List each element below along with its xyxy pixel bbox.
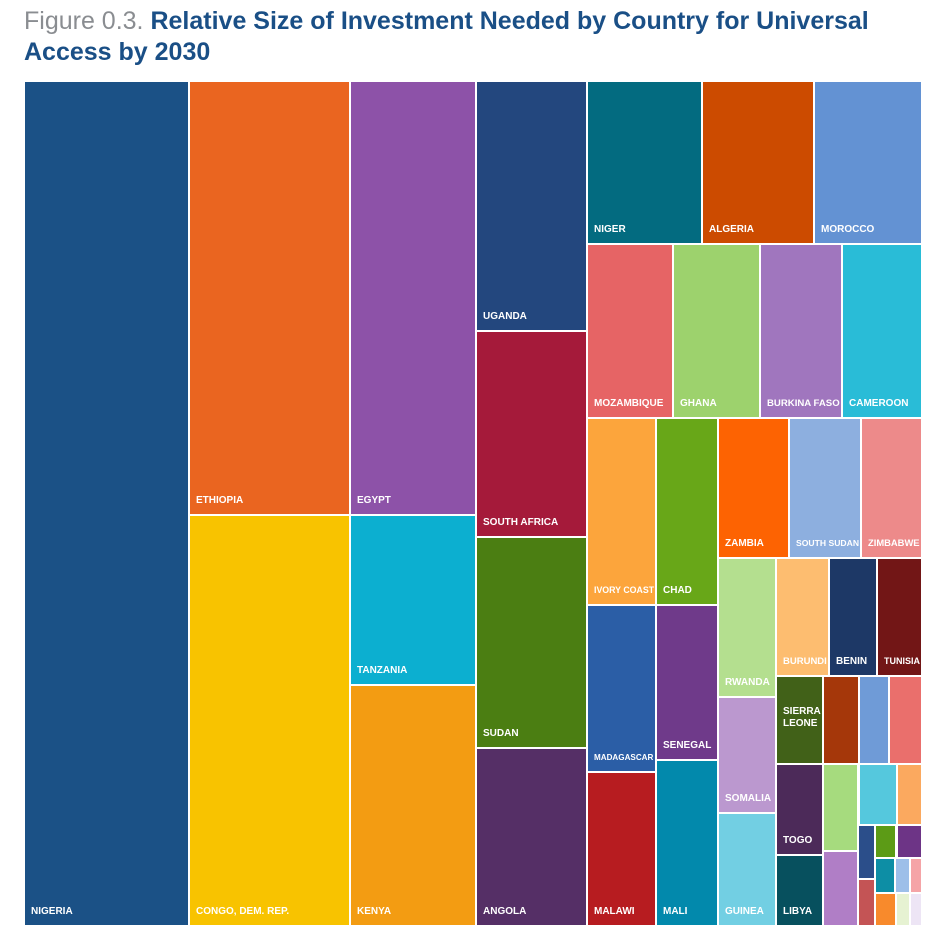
label-egypt: EGYPT: [357, 495, 391, 506]
label-rwanda: RWANDA: [725, 677, 770, 688]
label-nigeria: NIGERIA: [31, 906, 73, 917]
tile-other-52: [909, 892, 922, 926]
label-burundi: BURUNDI: [783, 656, 827, 667]
tile-morocco: [813, 81, 922, 245]
label-tanzania: TANZANIA: [357, 665, 407, 676]
label-togo: TOGO: [783, 835, 812, 846]
tile-libya: [775, 854, 824, 926]
tile-south-sudan: [788, 417, 862, 559]
tile-somalia: [717, 696, 777, 814]
label-madagascar: MADAGASCAR: [594, 753, 654, 762]
tile-tanzania: [349, 514, 477, 686]
chart-title: Relative Size of Investment Needed by Co…: [24, 7, 869, 66]
label-niger: NIGER: [594, 224, 626, 235]
tile-togo: [775, 763, 824, 856]
label-ivory-coast: IVORY COAST: [594, 585, 655, 595]
label-sierra-leone: SIERRA LEONE: [783, 706, 821, 729]
tile-other-47: [874, 857, 896, 894]
tile-ethiopia: [188, 81, 351, 516]
label-guinea: GUINEA: [725, 906, 764, 917]
tile-other-42: [822, 850, 859, 926]
label-algeria: ALGERIA: [709, 224, 754, 235]
tile-other-44: [857, 878, 876, 926]
tile-niger: [586, 81, 703, 245]
tile-other-45: [874, 824, 897, 859]
label-ethiopia: ETHIOPIA: [196, 495, 243, 506]
tile-mozambique: [586, 243, 674, 419]
tile-burkina-faso: [759, 243, 843, 419]
tile-other-50: [874, 892, 897, 926]
tile-other-41: [896, 763, 922, 826]
label-cameroon: CAMEROON: [849, 398, 908, 409]
tile-sudan: [475, 536, 588, 749]
label-kenya: KENYA: [357, 906, 391, 917]
figure-number: Figure 0.3.: [24, 7, 144, 35]
tile-other-38: [888, 675, 922, 765]
label-malawi: MALAWI: [594, 906, 635, 917]
tile-mali: [655, 759, 719, 926]
tile-chad: [655, 417, 719, 606]
tile-kenya: [349, 684, 477, 926]
tile-senegal: [655, 604, 719, 761]
label-uganda: UGANDA: [483, 311, 527, 322]
tile-cameroon: [841, 243, 922, 419]
tile-rwanda: [717, 557, 777, 698]
label-burkina-faso: BURKINA FASO: [767, 398, 840, 409]
tile-south-africa: [475, 330, 588, 538]
tile-madagascar: [586, 604, 657, 773]
label-sudan: SUDAN: [483, 728, 519, 739]
tile-other-46: [896, 824, 922, 859]
label-zambia: ZAMBIA: [725, 538, 764, 549]
tile-ivory-coast: [586, 417, 657, 606]
tile-other-49: [909, 857, 922, 894]
tile-uganda: [475, 81, 588, 332]
tile-angola: [475, 747, 588, 926]
label-south-sudan: SOUTH SUDAN: [796, 538, 859, 548]
label-zimbabwe: ZIMBABWE: [868, 537, 920, 548]
treemap-chart: NIGERIA ETHIOPIA CONGO, DEM. REP. EGYPT TANZ…: [24, 81, 922, 926]
tile-other-48: [894, 857, 911, 894]
tile-congo-dem-rep: [188, 514, 351, 926]
tile-other-39: [822, 763, 859, 852]
tile-malawi: [586, 771, 657, 926]
tile-other-37: [858, 675, 890, 765]
tile-other-51: [895, 892, 911, 926]
label-tunisia: TUNISIA: [884, 656, 921, 666]
tile-guinea: [717, 812, 777, 926]
tile-algeria: [701, 81, 815, 245]
tile-egypt: [349, 81, 477, 516]
label-angola: ANGOLA: [483, 906, 526, 917]
tile-nigeria: [24, 81, 190, 926]
label-chad: CHAD: [663, 585, 692, 596]
tile-tunisia: [876, 557, 922, 677]
tile-other-36: [822, 675, 860, 765]
label-somalia: SOMALIA: [725, 793, 771, 804]
label-south-africa: SOUTH AFRICA: [483, 517, 558, 528]
label-congo-dem-rep: CONGO, DEM. REP.: [196, 906, 289, 917]
label-libya: LIBYA: [783, 906, 812, 917]
tile-benin: [828, 557, 878, 677]
tile-ghana: [672, 243, 761, 419]
label-mozambique: MOZAMBIQUE: [594, 398, 664, 409]
label-mali: MALI: [663, 906, 688, 917]
tile-other-40: [858, 763, 898, 826]
label-senegal: SENEGAL: [663, 740, 711, 751]
tile-other-43: [857, 824, 876, 880]
label-morocco: MOROCCO: [821, 224, 875, 235]
tile-zambia: [717, 417, 790, 559]
label-benin: BENIN: [836, 656, 867, 667]
label-ghana: GHANA: [680, 398, 717, 409]
tile-zimbabwe: [860, 417, 922, 559]
figure-title: Figure 0.3. Relative Size of Investment …: [24, 6, 924, 68]
